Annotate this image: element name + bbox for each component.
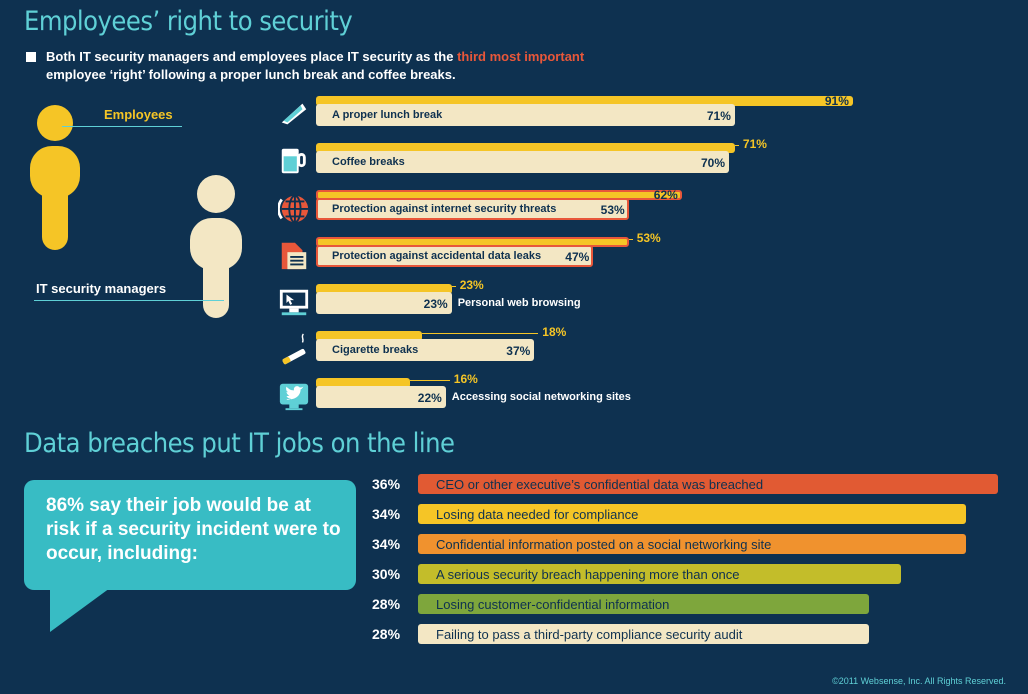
value-connector-line [422, 333, 539, 334]
section-title-employees-right: Employees’ right to security [24, 6, 353, 37]
it-manager-person-icon [190, 175, 242, 318]
bar-employees [316, 143, 735, 153]
category-label: A proper lunch break [332, 109, 443, 121]
section-title-data-breaches: Data breaches put IT jobs on the line [24, 428, 455, 459]
breach-row: 34% Confidential information posted on a … [372, 534, 1012, 556]
value-label-it: 47% [565, 250, 590, 264]
value-connector-line [628, 239, 633, 240]
breach-bar [418, 534, 966, 554]
copyright-text: ©2011 Websense, Inc. All Rights Reserved… [832, 676, 1006, 686]
value-label-employees: 91% [824, 94, 849, 108]
breach-row: 36% CEO or other executive’s confidential… [372, 474, 1012, 496]
value-label-employees: 18% [542, 325, 567, 339]
bullet-square-icon [26, 52, 36, 62]
chart-row: Protection against internet security thr… [278, 188, 1018, 234]
breach-row: 30% A serious security breach happening m… [372, 564, 1012, 586]
value-label-it: 37% [506, 344, 531, 358]
bar-it-managers [316, 339, 535, 361]
bar-it-managers [316, 104, 735, 126]
breach-label: CEO or other executive’s confidential da… [436, 477, 764, 492]
intro-highlight: third most important [457, 49, 585, 64]
value-label-it: 53% [600, 203, 625, 217]
category-label: Protection against accidental data leaks [332, 250, 542, 262]
bar-it-managers [316, 386, 446, 408]
breach-bar [418, 474, 998, 494]
breach-percent: 34% [372, 506, 401, 522]
value-label-it: 71% [706, 109, 731, 123]
value-label-it: 22% [417, 391, 442, 405]
coffee-cup-icon [281, 148, 306, 174]
breach-row: 28% Failing to pass a third-party complia… [372, 624, 1012, 646]
breach-label: Confidential information posted on a soc… [436, 537, 772, 552]
category-label: Protection against internet security thr… [332, 203, 557, 215]
breach-percent: 28% [372, 596, 401, 612]
breach-percent: 36% [372, 476, 401, 492]
chart-row: Cigarette breaks 37% 18% [278, 325, 1018, 375]
breach-label: Losing customer-confidential information [436, 597, 670, 612]
bar-employees [316, 96, 853, 106]
breach-label: A serious security breach happening more… [436, 567, 740, 582]
chart-row: Coffee breaks 70% 71% [278, 137, 1018, 187]
breach-bar [418, 564, 902, 584]
globe-icon [278, 194, 309, 224]
category-label: Cigarette breaks [332, 344, 419, 356]
legend-it-line [34, 300, 224, 301]
bar-it-managers [316, 151, 729, 173]
bubble-text: 86% say their job would be at risk if a … [46, 495, 341, 564]
chart-row: A proper lunch break 71% 91% [278, 94, 1018, 140]
legend-employees: Employees [104, 107, 173, 122]
value-label-employees: 71% [742, 137, 767, 151]
chart-row: 23% Personal web browsing 23% [278, 278, 1018, 328]
sandwich-icon [281, 103, 307, 125]
value-connector-line [734, 145, 739, 146]
breach-bar [418, 624, 870, 644]
chart-row: 22% Accessing social networking sites 16% [278, 372, 1018, 422]
breach-percent: 30% [372, 566, 401, 582]
value-label-it: 70% [700, 156, 725, 170]
breach-percent: 28% [372, 626, 401, 642]
value-connector-line [410, 380, 450, 381]
bar-employees [316, 331, 423, 341]
bar-it-managers [316, 198, 629, 220]
legend-employees-line [62, 126, 182, 127]
value-label-employees: 16% [453, 372, 478, 386]
value-label-employees: 23% [459, 278, 484, 292]
speech-bubble-tail [50, 588, 110, 632]
category-label: Coffee breaks [332, 156, 405, 168]
value-label-employees: 62% [653, 188, 678, 202]
intro-text-part2: employee ‘right’ following a proper lunc… [46, 67, 456, 82]
breach-label: Losing data needed for compliance [436, 507, 639, 522]
chart-row: Protection against accidental data leaks… [278, 231, 1018, 281]
bar-it-managers [316, 245, 594, 267]
cigarette-icon [282, 333, 306, 365]
twitter-bird-icon [279, 383, 309, 411]
breach-percent: 34% [372, 536, 401, 552]
breach-bar [418, 504, 966, 524]
intro-text-part1: Both IT security managers and employees … [46, 49, 458, 64]
value-label-employees: 53% [636, 231, 661, 245]
document-icon [281, 242, 307, 270]
employee-person-icon [30, 105, 80, 250]
bar-employees [316, 284, 452, 294]
bar-employees [316, 378, 411, 388]
bar-it-managers [316, 292, 452, 314]
legend-it-managers: IT security managers [36, 281, 167, 296]
speech-bubble: 86% say their job would be at risk if a … [24, 480, 356, 590]
breach-row: 28% Losing customer-confidential informat… [372, 594, 1012, 616]
breach-bar [418, 594, 870, 614]
category-label: Accessing social networking sites [451, 391, 631, 403]
computer-monitor-icon [279, 289, 309, 316]
value-connector-line [451, 286, 456, 287]
breach-label: Failing to pass a third-party compliance… [436, 627, 743, 642]
breach-row: 34% Losing data needed for compliance [372, 504, 1012, 526]
value-label-it: 23% [423, 297, 448, 311]
intro-text: Both IT security managers and employees … [26, 48, 584, 84]
category-label: Personal web browsing [457, 297, 581, 309]
